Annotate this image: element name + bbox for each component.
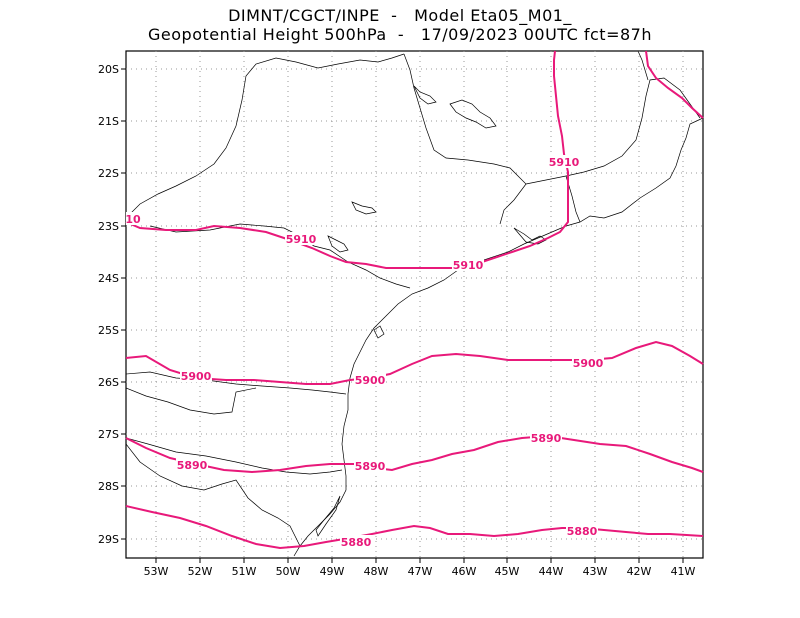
contour-5910-west <box>125 50 569 269</box>
lon-tick-48w: 48W <box>364 565 389 578</box>
state-border <box>125 53 405 219</box>
country-border <box>125 387 257 415</box>
state-border <box>125 371 347 395</box>
contour-label-5880: 5880 <box>567 525 598 538</box>
lat-tick-27s: 27S <box>98 428 119 441</box>
lat-tick-24s: 24S <box>98 272 119 285</box>
reservoir <box>351 201 377 215</box>
map-title-line1: DIMNT/CGCT/INPE - Model Eta05_M01_ <box>228 6 572 25</box>
lon-tick-44w: 44W <box>539 565 564 578</box>
lat-tick-21s: 21S <box>98 115 119 128</box>
contour-5910-east <box>645 50 704 119</box>
lon-tick-43w: 43W <box>583 565 608 578</box>
reservoir <box>449 99 497 129</box>
lat-tick-23s: 23S <box>98 220 119 233</box>
reservoir <box>327 235 349 253</box>
lat-tick-22s: 22S <box>98 167 119 180</box>
coastline-and-borders <box>125 50 704 557</box>
contour-label-5880: 5880 <box>341 536 372 549</box>
contour-5900 <box>125 340 704 385</box>
contour-label-5900: 5900 <box>181 370 212 383</box>
contour-label-5900: 5900 <box>355 374 386 387</box>
contour-5880 <box>125 505 704 550</box>
lat-tick-28s: 28S <box>98 480 119 493</box>
lat-tick-29s: 29S <box>98 533 119 546</box>
lon-tick-51w: 51W <box>232 565 257 578</box>
island <box>373 325 385 339</box>
lat-tick-25s: 25S <box>98 324 119 337</box>
lat-tick-26s: 26S <box>98 376 119 389</box>
contour-label-5910: 5910 <box>453 259 484 272</box>
lon-tick-45w: 45W <box>495 565 520 578</box>
lon-tick-42w: 42W <box>627 565 652 578</box>
contour-label-5910-partial: 10 <box>125 213 141 226</box>
reservoir <box>513 227 547 245</box>
coastline <box>293 117 704 557</box>
lat-tick-20s: 20S <box>98 63 119 76</box>
lagoon <box>315 495 341 537</box>
map-title-line2: Geopotential Height 500hPa - 17/09/2023 … <box>148 25 652 44</box>
state-border <box>125 437 343 475</box>
contour-label-5890: 5890 <box>531 432 562 445</box>
country-border <box>125 443 301 547</box>
contour-label-5910: 5910 <box>549 156 580 169</box>
contour-label-5890: 5890 <box>177 459 208 472</box>
grid-lines <box>126 51 703 558</box>
lon-tick-41w: 41W <box>671 565 696 578</box>
lon-tick-47w: 47W <box>408 565 433 578</box>
lon-tick-46w: 46W <box>452 565 477 578</box>
contour-label-5910: 5910 <box>286 233 317 246</box>
lon-tick-53w: 53W <box>144 565 169 578</box>
tick-marks <box>121 68 684 563</box>
reservoir <box>413 85 437 105</box>
lon-tick-52w: 52W <box>188 565 213 578</box>
contour-label-5900: 5900 <box>573 357 604 370</box>
lon-tick-49w: 49W <box>320 565 345 578</box>
contour-5890 <box>125 434 704 474</box>
plot-frame <box>125 50 704 559</box>
height-contours <box>125 50 704 550</box>
state-border <box>637 50 649 81</box>
contour-label-5890: 5890 <box>355 460 386 473</box>
lon-tick-50w: 50W <box>276 565 301 578</box>
state-border <box>403 53 527 225</box>
